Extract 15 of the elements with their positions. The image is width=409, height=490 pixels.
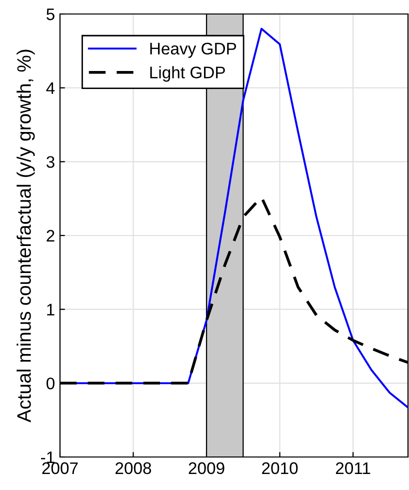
- y-tick-label: 0: [46, 378, 54, 390]
- y-tick-label: 4: [46, 82, 55, 94]
- x-tick-label: 2007: [42, 462, 78, 474]
- y-tick-label: 5: [46, 8, 54, 20]
- x-tick-label: 2010: [262, 462, 298, 474]
- y-tick-label: 2: [46, 230, 54, 242]
- y-tick-label: -1: [41, 452, 54, 464]
- x-tick-label: 2009: [188, 462, 224, 474]
- y-tick-label: 1: [47, 304, 54, 316]
- legend-label: Light GDP: [150, 66, 225, 82]
- y-tick-label: 3: [46, 156, 54, 168]
- x-tick-label: 2011: [336, 462, 370, 474]
- legend-label: Heavy GDP: [150, 42, 236, 58]
- y-axis-title: Actual minus counterfactual (y/y growth, %): [16, 50, 35, 422]
- x-tick-label: 2008: [116, 462, 152, 474]
